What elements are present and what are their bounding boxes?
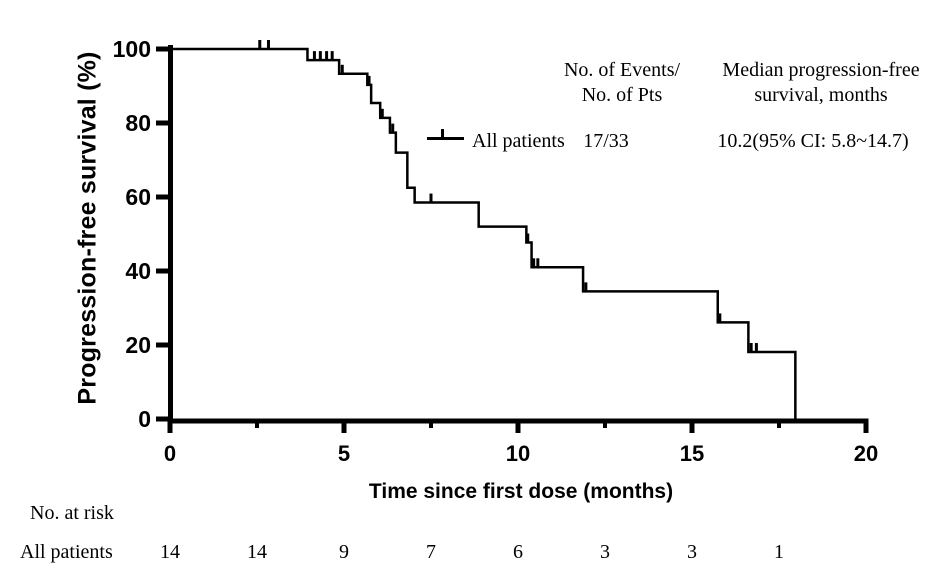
legend-median-header-line1: Median progression-free	[722, 59, 920, 81]
legend-events-header-line1: No. of Events/	[563, 59, 681, 81]
at-risk-row-label: All patients	[20, 541, 113, 563]
x-tick-label: 15	[680, 441, 704, 466]
y-tick-label: 100	[113, 36, 151, 62]
legend-events-value: 17/33	[583, 130, 629, 152]
legend-median-header-line2: survival, months	[754, 84, 888, 106]
legend-median-header: Median progression-free survival, months	[722, 58, 919, 108]
y-tick-label: 20	[125, 332, 151, 358]
at-risk-count: 9	[339, 541, 349, 563]
legend-median-value: 10.2(95% CI: 5.8~14.7)	[717, 130, 909, 152]
legend-line-symbol	[427, 137, 464, 140]
x-tick-label: 10	[506, 441, 530, 466]
at-risk-count: 6	[513, 541, 523, 563]
y-tick-label: 80	[125, 110, 151, 136]
x-tick-label: 5	[338, 441, 350, 466]
at-risk-count: 7	[426, 541, 436, 563]
y-tick-label: 40	[125, 258, 151, 284]
legend-censor-symbol	[441, 129, 444, 138]
at-risk-title: No. at risk	[30, 502, 114, 524]
x-tick-label: 0	[164, 441, 176, 466]
x-tick-label: 20	[854, 441, 878, 466]
x-axis-title: Time since first dose (months)	[368, 480, 674, 503]
legend-events-header: No. of Events/ No. of Pts	[564, 58, 680, 108]
at-risk-count: 3	[600, 541, 610, 563]
y-tick-label: 0	[138, 406, 151, 432]
y-tick-label: 60	[125, 184, 151, 210]
at-risk-count: 14	[160, 541, 180, 563]
survival-curve	[170, 47, 797, 419]
at-risk-count: 14	[247, 541, 267, 563]
y-axis-title: Progression-free survival (%)	[73, 51, 102, 405]
at-risk-count: 3	[687, 541, 697, 563]
legend-series-name: All patients	[472, 130, 565, 152]
at-risk-count: 1	[774, 541, 784, 563]
legend-events-header-line2: No. of Pts	[581, 84, 663, 106]
